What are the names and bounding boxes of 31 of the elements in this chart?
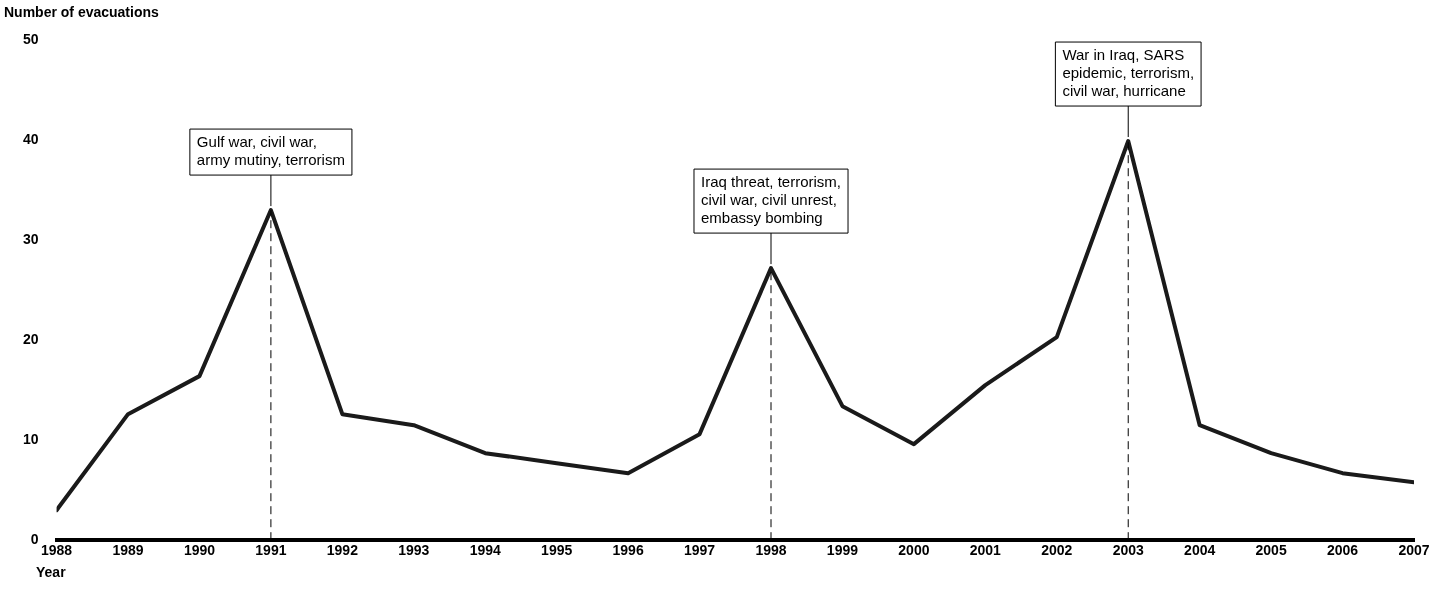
y-tick-label: 30 [22,230,39,247]
x-tick-label: 1988 [40,542,73,559]
x-tick-label: 1994 [469,542,502,559]
x-tick-label: 1993 [398,542,430,559]
x-tick-label: 1995 [541,542,573,559]
x-tick-label: 1999 [826,542,859,559]
y-tick-label: 20 [22,330,39,347]
x-tick-label: 1989 [112,542,144,559]
annotation: Gulf war, civil war, army mutiny, terrorism [196,132,345,168]
y-tick-label: 0 [30,531,39,548]
x-tick-label: 2004 [1184,542,1216,559]
x-tick-label: 2007 [1398,542,1430,559]
x-tick-label: 1991 [255,542,287,559]
x-tick-label: 2005 [1255,542,1287,559]
x-tick-label: 1998 [755,542,787,559]
x-tick-label: 2000 [898,542,930,559]
annotation: War in Iraq, SARS epidemic, terrorism, civil war, hurricane [1062,45,1195,99]
x-tick-label: 2002 [1041,542,1073,559]
x-tick-label: 1996 [612,542,644,559]
x-tick-label: 1990 [183,542,216,559]
x-tick-label: 1992 [326,542,359,559]
x-tick-label: 2001 [969,542,1002,559]
x-tick-label: 1997 [683,542,716,559]
x-tick-label: 2003 [1112,542,1145,559]
y-tick-label: 40 [22,130,39,147]
y-axis-title: Number of evacuations [4,3,160,20]
x-axis-title: Year [36,563,67,580]
y-tick-label: 50 [22,30,39,47]
annotation: Iraq threat, terrorism, civil war, civil unrest, embassy bombing [700,172,842,226]
y-tick-label: 10 [22,431,39,448]
x-tick-label: 2006 [1326,542,1359,559]
